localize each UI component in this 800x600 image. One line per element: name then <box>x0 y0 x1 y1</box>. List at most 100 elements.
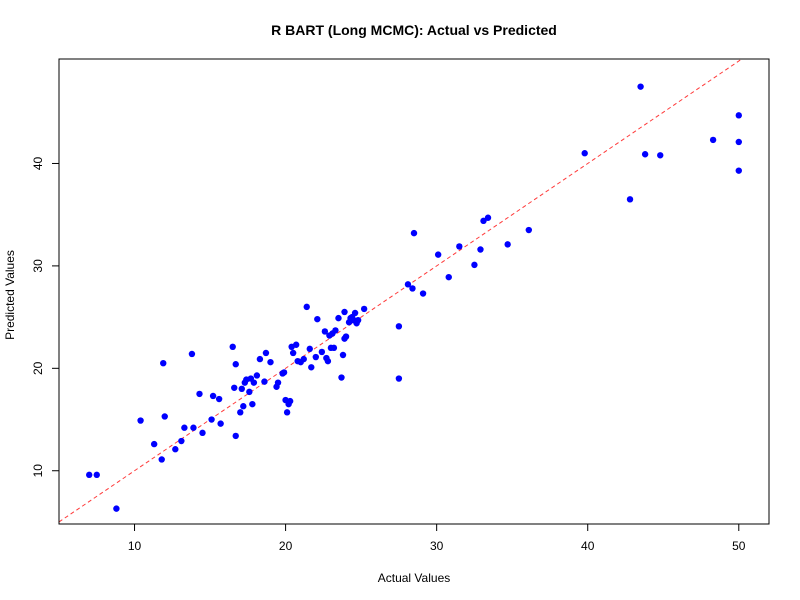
data-point <box>360 305 368 313</box>
data-point <box>196 390 203 398</box>
data-point <box>735 167 742 174</box>
data-point <box>338 374 345 381</box>
plot-frame <box>58 58 770 525</box>
data-point <box>160 359 167 367</box>
x-tick-label: 20 <box>279 539 293 553</box>
data-point <box>410 229 418 237</box>
data-point <box>308 364 315 371</box>
data-point <box>641 151 649 158</box>
data-point <box>190 424 197 431</box>
data-point <box>735 112 742 119</box>
data-point <box>303 303 310 311</box>
data-point <box>312 353 320 361</box>
data-point <box>434 251 442 258</box>
data-point <box>321 328 329 335</box>
data-point <box>209 392 217 400</box>
data-point <box>249 400 256 408</box>
data-point <box>395 323 403 330</box>
data-point <box>286 397 294 405</box>
data-point <box>232 432 239 440</box>
x-tick-label: 10 <box>128 539 142 553</box>
data-point <box>250 379 258 386</box>
data-point <box>172 446 179 453</box>
x-tick-label: 40 <box>581 539 595 553</box>
data-point <box>484 214 492 221</box>
data-point <box>709 136 717 144</box>
data-point <box>215 395 223 403</box>
y-tick-label: 10 <box>31 464 45 478</box>
data-point <box>289 349 297 357</box>
data-point <box>231 384 238 391</box>
data-point <box>341 308 348 316</box>
y-axis-label: Predicted Values <box>3 250 17 340</box>
data-points <box>86 83 742 512</box>
data-point <box>253 372 261 379</box>
reference-line <box>58 58 743 523</box>
data-point <box>208 416 215 423</box>
data-point <box>456 243 463 250</box>
data-point <box>351 309 359 317</box>
data-point <box>477 246 484 253</box>
data-point <box>188 350 196 358</box>
data-point <box>161 413 168 420</box>
data-point <box>280 369 288 376</box>
data-point <box>237 409 244 416</box>
data-point <box>330 344 338 352</box>
data-point <box>178 437 185 445</box>
data-point <box>229 343 236 351</box>
y-tick-label: 40 <box>31 156 45 170</box>
data-point <box>409 285 416 292</box>
x-tick-label: 50 <box>732 539 746 553</box>
data-point <box>342 333 350 340</box>
reference-line-layer <box>58 58 743 523</box>
data-point <box>332 327 339 334</box>
data-point <box>300 355 307 363</box>
data-point <box>480 217 487 225</box>
y-tick-label: 20 <box>31 361 45 375</box>
data-point <box>318 348 326 356</box>
data-point <box>217 420 224 427</box>
chart-title: R BART (Long MCMC): Actual vs Predicted <box>271 22 557 38</box>
data-point <box>404 281 412 288</box>
data-point <box>354 316 362 324</box>
data-point <box>256 355 264 363</box>
data-point <box>238 385 245 393</box>
data-point <box>199 429 206 437</box>
data-point <box>525 226 533 234</box>
data-point <box>113 505 120 512</box>
data-point <box>283 409 291 416</box>
data-point <box>232 361 239 368</box>
data-point <box>419 290 427 297</box>
x-axis-label: Actual Values <box>378 571 451 585</box>
y-axis: 10 20 30 40 <box>31 156 59 477</box>
data-point <box>637 83 644 90</box>
data-point <box>93 471 100 479</box>
data-point <box>445 273 452 281</box>
data-point <box>246 388 253 396</box>
data-point <box>471 261 478 269</box>
data-point <box>267 358 274 366</box>
data-point <box>306 345 313 353</box>
data-point <box>181 424 188 431</box>
x-tick-label: 30 <box>430 539 444 553</box>
data-point <box>292 341 300 348</box>
data-point <box>626 196 634 203</box>
data-point <box>274 379 282 386</box>
data-point <box>240 403 247 410</box>
data-point <box>324 357 332 365</box>
y-tick-label: 30 <box>31 259 45 273</box>
data-point <box>339 351 347 359</box>
data-point <box>137 417 144 424</box>
data-point <box>657 152 664 159</box>
data-point <box>262 349 270 357</box>
data-point <box>335 314 342 322</box>
data-point <box>314 315 321 323</box>
data-point <box>395 375 403 382</box>
x-axis: 10 20 30 40 50 <box>128 524 746 553</box>
data-point <box>150 440 158 448</box>
data-point <box>261 378 268 385</box>
data-point <box>158 456 165 463</box>
data-point <box>735 138 742 146</box>
